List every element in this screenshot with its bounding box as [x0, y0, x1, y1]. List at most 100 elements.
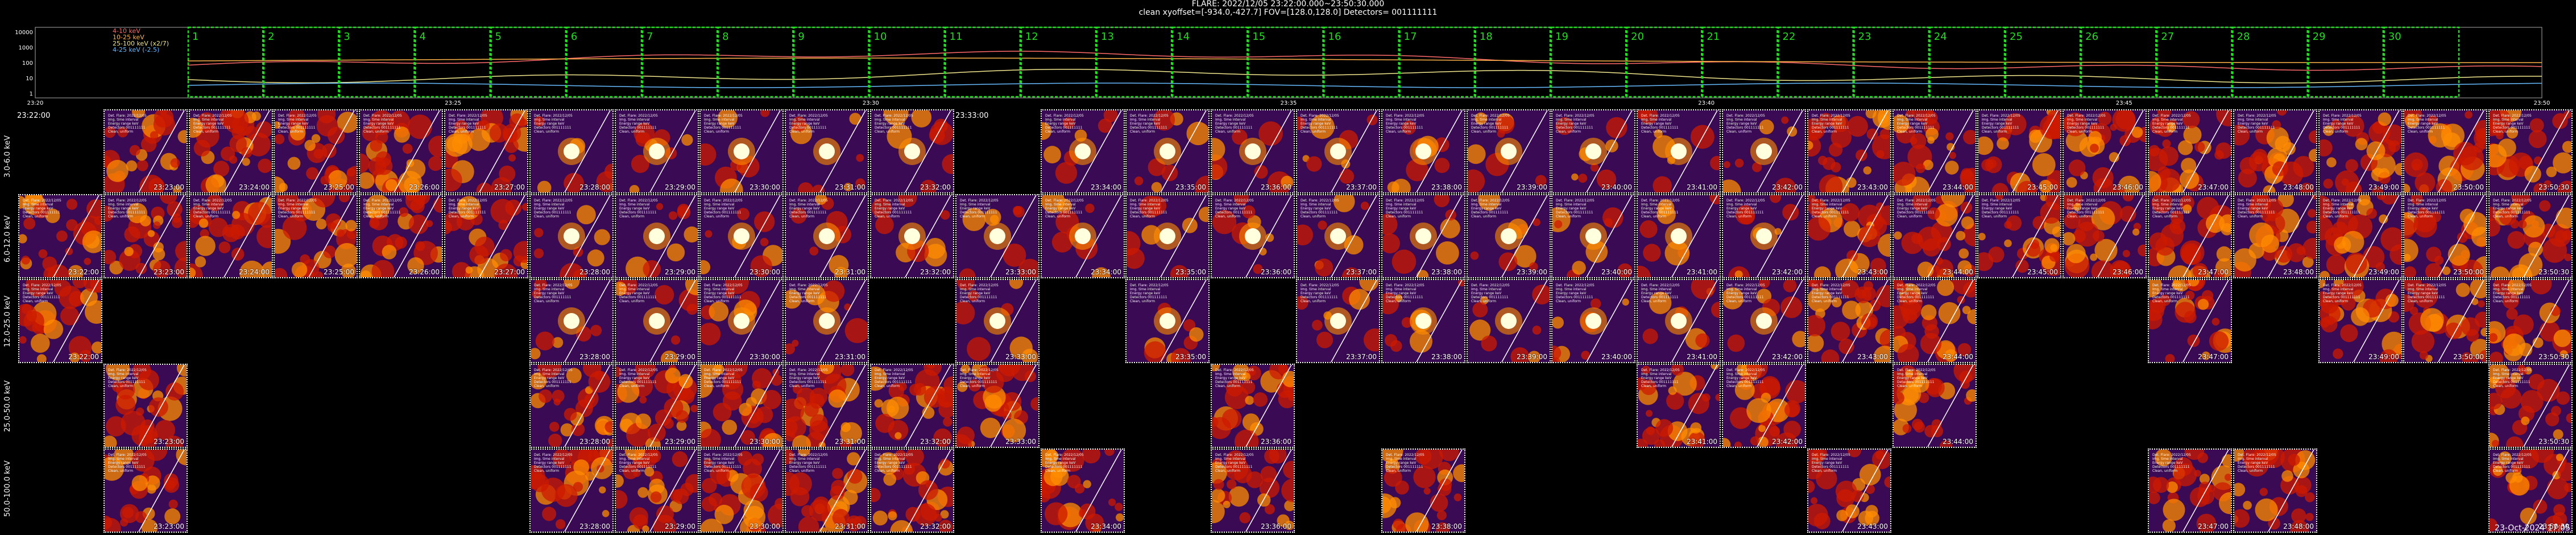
map-tile[interactable]: Det. Flare: 2022/12/05 Img. time interva… — [1467, 194, 1551, 278]
map-tile[interactable]: Det. Flare: 2022/12/05 Img. time interva… — [2233, 109, 2317, 194]
map-tile[interactable]: Det. Flare: 2022/12/05 Img. time interva… — [870, 194, 954, 278]
map-tile[interactable]: Det. Flare: 2022/12/05 Img. time interva… — [103, 448, 188, 533]
map-tile[interactable]: Det. Flare: 2022/12/05 Img. time interva… — [1041, 194, 1125, 278]
map-tile[interactable]: Det. Flare: 2022/12/05 Img. time interva… — [2148, 109, 2232, 194]
map-tile[interactable]: Det. Flare: 2022/12/05 Img. time interva… — [18, 279, 102, 363]
map-tile[interactable]: Det. Flare: 2022/12/05 Img. time interva… — [785, 279, 869, 363]
map-tile[interactable]: Det. Flare: 2022/12/05 Img. time interva… — [2488, 109, 2573, 194]
map-tile[interactable]: Det. Flare: 2022/12/05 Img. time interva… — [1807, 194, 1891, 278]
map-tile[interactable]: Det. Flare: 2022/12/05 Img. time interva… — [615, 448, 699, 533]
map-tile[interactable]: Det. Flare: 2022/12/05 Img. time interva… — [2148, 194, 2232, 278]
map-tile[interactable]: Det. Flare: 2022/12/05 Img. time interva… — [1637, 194, 1721, 278]
map-tile[interactable]: Det. Flare: 2022/12/05 Img. time interva… — [1892, 194, 1977, 278]
map-tile[interactable]: Det. Flare: 2022/12/05 Img. time interva… — [1467, 109, 1551, 194]
map-tile[interactable]: Det. Flare: 2022/12/05 Img. time interva… — [1977, 194, 2061, 278]
map-tile[interactable]: Det. Flare: 2022/12/05 Img. time interva… — [2063, 109, 2147, 194]
map-tile[interactable]: Det. Flare: 2022/12/05 Img. time interva… — [870, 109, 954, 194]
map-tile[interactable]: Det. Flare: 2022/12/05 Img. time interva… — [529, 279, 614, 363]
map-tile[interactable]: Det. Flare: 2022/12/05 Img. time interva… — [1551, 109, 1635, 194]
map-tile[interactable]: Det. Flare: 2022/12/05 Img. time interva… — [444, 194, 528, 278]
map-tile[interactable]: Det. Flare: 2022/12/05 Img. time interva… — [615, 109, 699, 194]
map-tile[interactable]: Det. Flare: 2022/12/05 Img. time interva… — [785, 109, 869, 194]
map-tile[interactable]: Det. Flare: 2022/12/05 Img. time interva… — [359, 194, 443, 278]
map-tile[interactable]: Det. Flare: 2022/12/05 Img. time interva… — [274, 194, 358, 278]
map-tile[interactable]: Det. Flare: 2022/12/05 Img. time interva… — [1637, 364, 1721, 448]
map-tile[interactable]: Det. Flare: 2022/12/05 Img. time interva… — [1807, 279, 1891, 363]
map-tile[interactable]: Det. Flare: 2022/12/05 Img. time interva… — [18, 194, 102, 278]
map-tile[interactable]: Det. Flare: 2022/12/05 Img. time interva… — [529, 194, 614, 278]
map-tile[interactable]: Det. Flare: 2022/12/05 Img. time interva… — [2318, 279, 2403, 363]
map-tile[interactable]: Det. Flare: 2022/12/05 Img. time interva… — [699, 448, 784, 533]
map-tile[interactable]: Det. Flare: 2022/12/05 Img. time interva… — [1125, 194, 1210, 278]
map-tile[interactable]: Det. Flare: 2022/12/05 Img. time interva… — [2488, 279, 2573, 363]
map-tile[interactable]: Det. Flare: 2022/12/05 Img. time interva… — [1551, 279, 1635, 363]
map-tile[interactable]: Det. Flare: 2022/12/05 Img. time interva… — [1211, 194, 1295, 278]
map-tile[interactable]: Det. Flare: 2022/12/05 Img. time interva… — [1892, 109, 1977, 194]
map-tile[interactable]: Det. Flare: 2022/12/05 Img. time interva… — [2233, 194, 2317, 278]
map-tile[interactable]: Det. Flare: 2022/12/05 Img. time interva… — [2403, 194, 2487, 278]
map-tile[interactable]: Det. Flare: 2022/12/05 Img. time interva… — [1637, 279, 1721, 363]
map-tile[interactable]: Det. Flare: 2022/12/05 Img. time interva… — [1807, 109, 1891, 194]
map-tile[interactable]: Det. Flare: 2022/12/05 Img. time interva… — [189, 109, 273, 194]
map-tile[interactable]: Det. Flare: 2022/12/05 Img. time interva… — [529, 364, 614, 448]
map-tile[interactable]: Det. Flare: 2022/12/05 Img. time interva… — [1381, 109, 1465, 194]
map-tile[interactable]: Det. Flare: 2022/12/05 Img. time interva… — [1125, 279, 1210, 363]
map-tile[interactable]: Det. Flare: 2022/12/05 Img. time interva… — [699, 109, 784, 194]
map-tile[interactable]: Det. Flare: 2022/12/05 Img. time interva… — [2488, 448, 2573, 533]
map-tile[interactable]: Det. Flare: 2022/12/05 Img. time interva… — [1892, 364, 1977, 448]
map-tile[interactable]: Det. Flare: 2022/12/05 Img. time interva… — [2233, 448, 2317, 533]
map-tile[interactable]: Det. Flare: 2022/12/05 Img. time interva… — [103, 364, 188, 448]
map-tile[interactable]: Det. Flare: 2022/12/05 Img. time interva… — [1296, 194, 1380, 278]
map-tile[interactable]: Det. Flare: 2022/12/05 Img. time interva… — [1211, 448, 1295, 533]
map-tile[interactable]: Det. Flare: 2022/12/05 Img. time interva… — [615, 194, 699, 278]
map-tile[interactable]: Det. Flare: 2022/12/05 Img. time interva… — [529, 109, 614, 194]
map-tile[interactable]: Det. Flare: 2022/12/05 Img. time interva… — [1467, 279, 1551, 363]
map-tile[interactable]: Det. Flare: 2022/12/05 Img. time interva… — [955, 364, 1039, 448]
map-tile[interactable]: Det. Flare: 2022/12/05 Img. time interva… — [1551, 194, 1635, 278]
map-tile[interactable]: Det. Flare: 2022/12/05 Img. time interva… — [103, 109, 188, 194]
map-tile[interactable]: Det. Flare: 2022/12/05 Img. time interva… — [955, 279, 1039, 363]
map-tile[interactable]: Det. Flare: 2022/12/05 Img. time interva… — [870, 448, 954, 533]
map-tile[interactable]: Det. Flare: 2022/12/05 Img. time interva… — [785, 448, 869, 533]
map-tile[interactable]: Det. Flare: 2022/12/05 Img. time interva… — [870, 364, 954, 448]
map-tile[interactable]: Det. Flare: 2022/12/05 Img. time interva… — [359, 109, 443, 194]
map-tile[interactable]: Det. Flare: 2022/12/05 Img. time interva… — [189, 194, 273, 278]
map-tile[interactable]: Det. Flare: 2022/12/05 Img. time interva… — [1211, 109, 1295, 194]
map-tile[interactable]: Det. Flare: 2022/12/05 Img. time interva… — [1722, 194, 1806, 278]
map-tile[interactable]: Det. Flare: 2022/12/05 Img. time interva… — [1637, 109, 1721, 194]
map-tile[interactable]: Det. Flare: 2022/12/05 Img. time interva… — [2403, 109, 2487, 194]
map-tile[interactable]: Det. Flare: 2022/12/05 Img. time interva… — [1977, 109, 2061, 194]
map-tile[interactable]: Det. Flare: 2022/12/05 Img. time interva… — [615, 364, 699, 448]
map-tile[interactable]: Det. Flare: 2022/12/05 Img. time interva… — [529, 448, 614, 533]
map-tile[interactable]: Det. Flare: 2022/12/05 Img. time interva… — [1381, 194, 1465, 278]
map-tile[interactable]: Det. Flare: 2022/12/05 Img. time interva… — [2488, 194, 2573, 278]
map-tile[interactable]: Det. Flare: 2022/12/05 Img. time interva… — [1125, 109, 1210, 194]
map-tile[interactable]: Det. Flare: 2022/12/05 Img. time interva… — [2318, 194, 2403, 278]
map-tile[interactable]: Det. Flare: 2022/12/05 Img. time interva… — [1296, 109, 1380, 194]
map-tile[interactable]: Det. Flare: 2022/12/05 Img. time interva… — [1722, 279, 1806, 363]
map-tile[interactable]: Det. Flare: 2022/12/05 Img. time interva… — [615, 279, 699, 363]
map-tile[interactable]: Det. Flare: 2022/12/05 Img. time interva… — [1381, 279, 1465, 363]
map-tile[interactable]: Det. Flare: 2022/12/05 Img. time interva… — [2318, 109, 2403, 194]
map-tile[interactable]: Det. Flare: 2022/12/05 Img. time interva… — [1041, 448, 1125, 533]
map-tile[interactable]: Det. Flare: 2022/12/05 Img. time interva… — [444, 109, 528, 194]
map-tile[interactable]: Det. Flare: 2022/12/05 Img. time interva… — [785, 194, 869, 278]
map-tile[interactable]: Det. Flare: 2022/12/05 Img. time interva… — [2148, 279, 2232, 363]
map-tile[interactable]: Det. Flare: 2022/12/05 Img. time interva… — [699, 194, 784, 278]
map-tile[interactable]: Det. Flare: 2022/12/05 Img. time interva… — [699, 364, 784, 448]
map-tile[interactable]: Det. Flare: 2022/12/05 Img. time interva… — [699, 279, 784, 363]
map-tile[interactable]: Det. Flare: 2022/12/05 Img. time interva… — [2403, 279, 2487, 363]
map-tile[interactable]: Det. Flare: 2022/12/05 Img. time interva… — [955, 194, 1039, 278]
map-tile[interactable]: Det. Flare: 2022/12/05 Img. time interva… — [1807, 448, 1891, 533]
map-tile[interactable]: Det. Flare: 2022/12/05 Img. time interva… — [1381, 448, 1465, 533]
map-tile[interactable]: Det. Flare: 2022/12/05 Img. time interva… — [785, 364, 869, 448]
map-tile[interactable]: Det. Flare: 2022/12/05 Img. time interva… — [103, 194, 188, 278]
map-tile[interactable]: Det. Flare: 2022/12/05 Img. time interva… — [2063, 194, 2147, 278]
map-tile[interactable]: Det. Flare: 2022/12/05 Img. time interva… — [1722, 364, 1806, 448]
map-tile[interactable]: Det. Flare: 2022/12/05 Img. time interva… — [1722, 109, 1806, 194]
map-tile[interactable]: Det. Flare: 2022/12/05 Img. time interva… — [1041, 109, 1125, 194]
map-tile[interactable]: Det. Flare: 2022/12/05 Img. time interva… — [1892, 279, 1977, 363]
map-tile[interactable]: Det. Flare: 2022/12/05 Img. time interva… — [2148, 448, 2232, 533]
map-tile[interactable]: Det. Flare: 2022/12/05 Img. time interva… — [1211, 364, 1295, 448]
map-tile[interactable]: Det. Flare: 2022/12/05 Img. time interva… — [2488, 364, 2573, 448]
